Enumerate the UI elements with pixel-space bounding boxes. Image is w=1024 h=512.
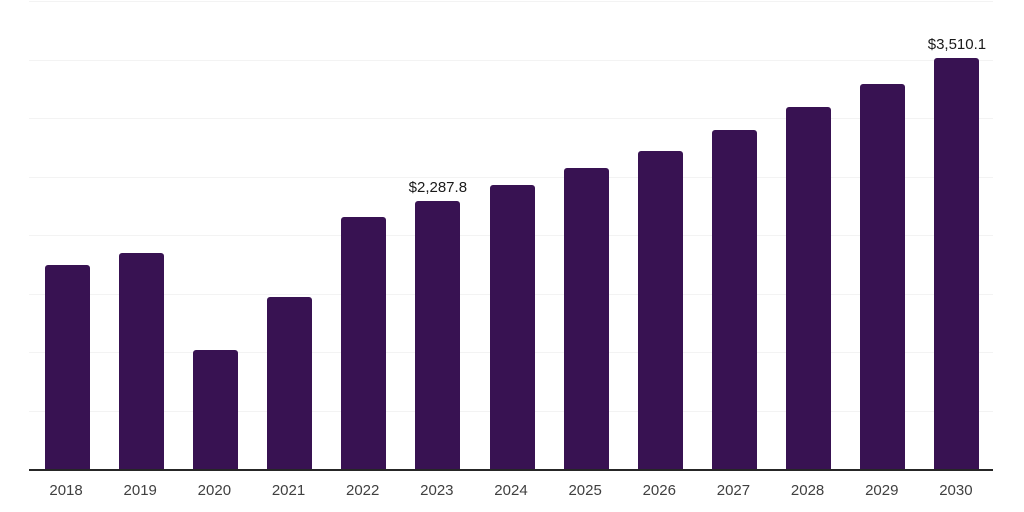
bar-2020 — [192, 349, 238, 469]
x-tick-2024: 2024 — [494, 482, 528, 499]
bar-2027 — [711, 129, 757, 469]
gridline-4000 — [29, 1, 993, 2]
data-label-2023: $2,287.8 — [408, 179, 468, 197]
x-tick-2023: 2023 — [420, 482, 454, 499]
bar-2018 — [44, 264, 90, 469]
gridline-3000 — [29, 118, 993, 119]
x-tick-2021: 2021 — [271, 482, 306, 499]
x-tick-2030: 2030 — [939, 482, 973, 499]
x-tick-2018: 2018 — [49, 482, 83, 499]
bar-2025 — [563, 168, 609, 469]
x-tick-2019: 2019 — [123, 482, 157, 499]
x-tick-2029: 2029 — [865, 482, 899, 499]
bar-2021 — [267, 297, 313, 469]
x-tick-2028: 2028 — [790, 482, 825, 499]
x-tick-2026: 2026 — [642, 482, 676, 499]
x-tick-2020: 2020 — [197, 482, 232, 499]
x-tick-2022: 2022 — [345, 482, 380, 499]
bar-2022 — [341, 216, 387, 469]
bar-2029 — [860, 83, 906, 469]
bar-2026 — [637, 150, 683, 469]
bar-2030 — [934, 58, 980, 469]
plot-area: $2,287.8 $3,510.1 — [29, 1, 993, 471]
x-axis-labels: 2018 2019 2020 2021 2022 2023 2024 2025 2026 2027… — [29, 481, 993, 505]
bar-2024 — [489, 185, 535, 469]
bar-2023 — [415, 201, 461, 469]
x-tick-2027: 2027 — [716, 482, 751, 499]
bar-2028 — [786, 107, 832, 469]
gridline-2500 — [29, 176, 993, 178]
bar-2019 — [118, 253, 164, 469]
data-label-2030: $3,510.1 — [927, 36, 987, 54]
gridline-3500 — [29, 59, 993, 61]
x-tick-2025: 2025 — [568, 482, 602, 499]
